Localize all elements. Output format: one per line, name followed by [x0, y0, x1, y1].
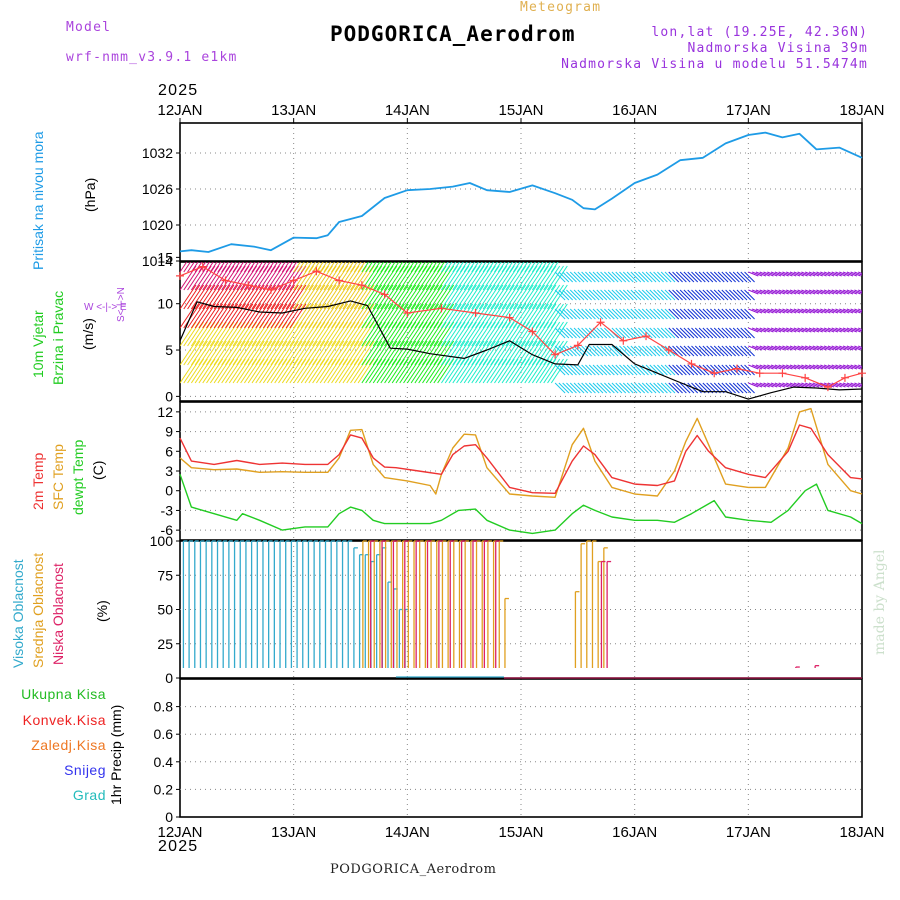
x-tick-label-top: 16JAN — [612, 102, 657, 119]
model-altitude-info: Nadmorska Visina u modelu 51.5474m — [561, 57, 868, 72]
wind-gust-mark — [505, 313, 514, 322]
wind-gust-mark — [471, 308, 480, 317]
dewpoint-line — [179, 474, 863, 535]
wind-gust-mark — [687, 359, 696, 368]
y-tick-label: -3 — [161, 502, 174, 518]
y-tick-label: 0 — [165, 388, 173, 404]
wind-gust-mark — [710, 369, 719, 378]
x-tick-label-top: 12JAN — [157, 102, 202, 119]
pressure-line — [179, 131, 863, 253]
x-tick-label-bottom: 15JAN — [498, 824, 543, 841]
wind-gust-mark — [335, 276, 344, 285]
x-tick-label-bottom: 18JAN — [839, 824, 884, 841]
year-top: 2025 — [158, 82, 199, 99]
year-bottom: 2025 — [158, 838, 199, 855]
y-tick-label: 75 — [157, 567, 173, 583]
wind-gust-mark — [801, 373, 810, 382]
wind-gust-mark — [619, 336, 628, 345]
y-tick-label: 15 — [157, 249, 173, 265]
wind-gust-mark — [289, 276, 298, 285]
y-tick-label: 3 — [165, 463, 173, 479]
wind-gust-mark — [664, 346, 673, 355]
y-tick-label: 0.2 — [154, 781, 174, 797]
y-tick-label: 25 — [157, 636, 173, 652]
y-tick-label: 0.4 — [154, 754, 174, 770]
wind-gust-mark — [778, 369, 787, 378]
model-label: Model — [66, 20, 112, 35]
x-tick-label-bottom: 16JAN — [612, 824, 657, 841]
wind-gust-mark — [732, 364, 741, 373]
wind-gust-mark — [858, 369, 866, 378]
x-tick-label-top: 17JAN — [726, 102, 771, 119]
legend-hail: Grad — [72, 787, 106, 803]
model-name: wrf-nmm_v3.9.1 e1km — [66, 50, 238, 65]
lonlat-info: lon,lat (19.25E, 42.36N) — [651, 25, 868, 40]
y-tick-label: 0 — [165, 483, 173, 499]
legend-convective-rain: Konvek.Kisa — [22, 712, 106, 728]
y-tick-label: 0.6 — [154, 726, 174, 742]
y-tick-label: 100 — [150, 533, 174, 549]
y-tick-label: 0.8 — [154, 699, 174, 715]
y-tick-label: 10 — [157, 296, 173, 312]
y-tick-label: 0 — [165, 809, 173, 825]
wind-gust-mark — [823, 383, 832, 392]
y-tick-label: 5 — [165, 342, 173, 358]
wind-gust-mark — [755, 369, 764, 378]
legend-freezing-rain: Zaledj.Kisa — [31, 737, 106, 753]
station-title: PODGORICA_Aerodrom — [330, 22, 576, 46]
y-tick-label: 50 — [157, 602, 173, 618]
x-tick-label-bottom: 13JAN — [271, 824, 316, 841]
wind-gust-mark — [573, 341, 582, 350]
meteogram-label: Meteogram — [520, 0, 602, 15]
wind-gust-mark — [221, 276, 230, 285]
panel-frame — [179, 678, 863, 818]
wind-gust-mark — [176, 271, 184, 280]
wind-gust-mark — [528, 327, 537, 336]
y-tick-label: 12 — [157, 404, 173, 420]
x-tick-label-top: 15JAN — [498, 102, 543, 119]
wind-barbs — [180, 262, 862, 394]
x-tick-label-bottom: 14JAN — [385, 824, 430, 841]
wind-gust-mark — [380, 290, 389, 299]
x-tick-label-bottom: 12JAN — [157, 824, 202, 841]
y-tick-label: 6 — [165, 443, 173, 459]
y-tick-label: 9 — [165, 424, 173, 440]
x-tick-label-bottom: 17JAN — [726, 824, 771, 841]
y-tick-label: 1026 — [142, 181, 173, 197]
y-tick-label: 0 — [165, 670, 173, 686]
temp-2m-line — [179, 424, 863, 494]
x-tick-label-top: 13JAN — [271, 102, 316, 119]
wind-speed-line — [179, 300, 863, 400]
wind-compass-ew: W <-|-> E — [84, 302, 127, 313]
footer-title: PODGORICA_Aerodrom — [330, 862, 497, 877]
x-tick-label-top: 14JAN — [385, 102, 430, 119]
legend-total-rain: Ukupna Kisa — [21, 686, 106, 702]
y-tick-label: -6 — [161, 522, 174, 538]
y-tick-label: 1032 — [142, 145, 173, 161]
wind-gust-mark — [596, 318, 605, 327]
wind-gust-mark — [357, 281, 366, 290]
legend-snow: Snijeg — [64, 762, 106, 778]
wind-gust-mark — [244, 281, 253, 290]
x-tick-label-top: 18JAN — [839, 102, 884, 119]
wind-gust-mark — [266, 285, 275, 294]
y-tick-label: 1014 — [142, 253, 173, 269]
wind-gust-mark — [840, 373, 849, 382]
y-tick-label: 1020 — [142, 217, 173, 233]
wind-gust-mark — [403, 308, 412, 317]
wind-gust-mark — [198, 262, 207, 271]
wind-gust-mark — [312, 267, 321, 276]
altitude-info: Nadmorska Visina 39m — [687, 41, 868, 56]
wind-gust-mark — [437, 304, 446, 313]
wind-gust-mark — [551, 350, 560, 359]
sfc-temp-line — [179, 407, 863, 498]
wind-gust-mark — [642, 332, 651, 341]
